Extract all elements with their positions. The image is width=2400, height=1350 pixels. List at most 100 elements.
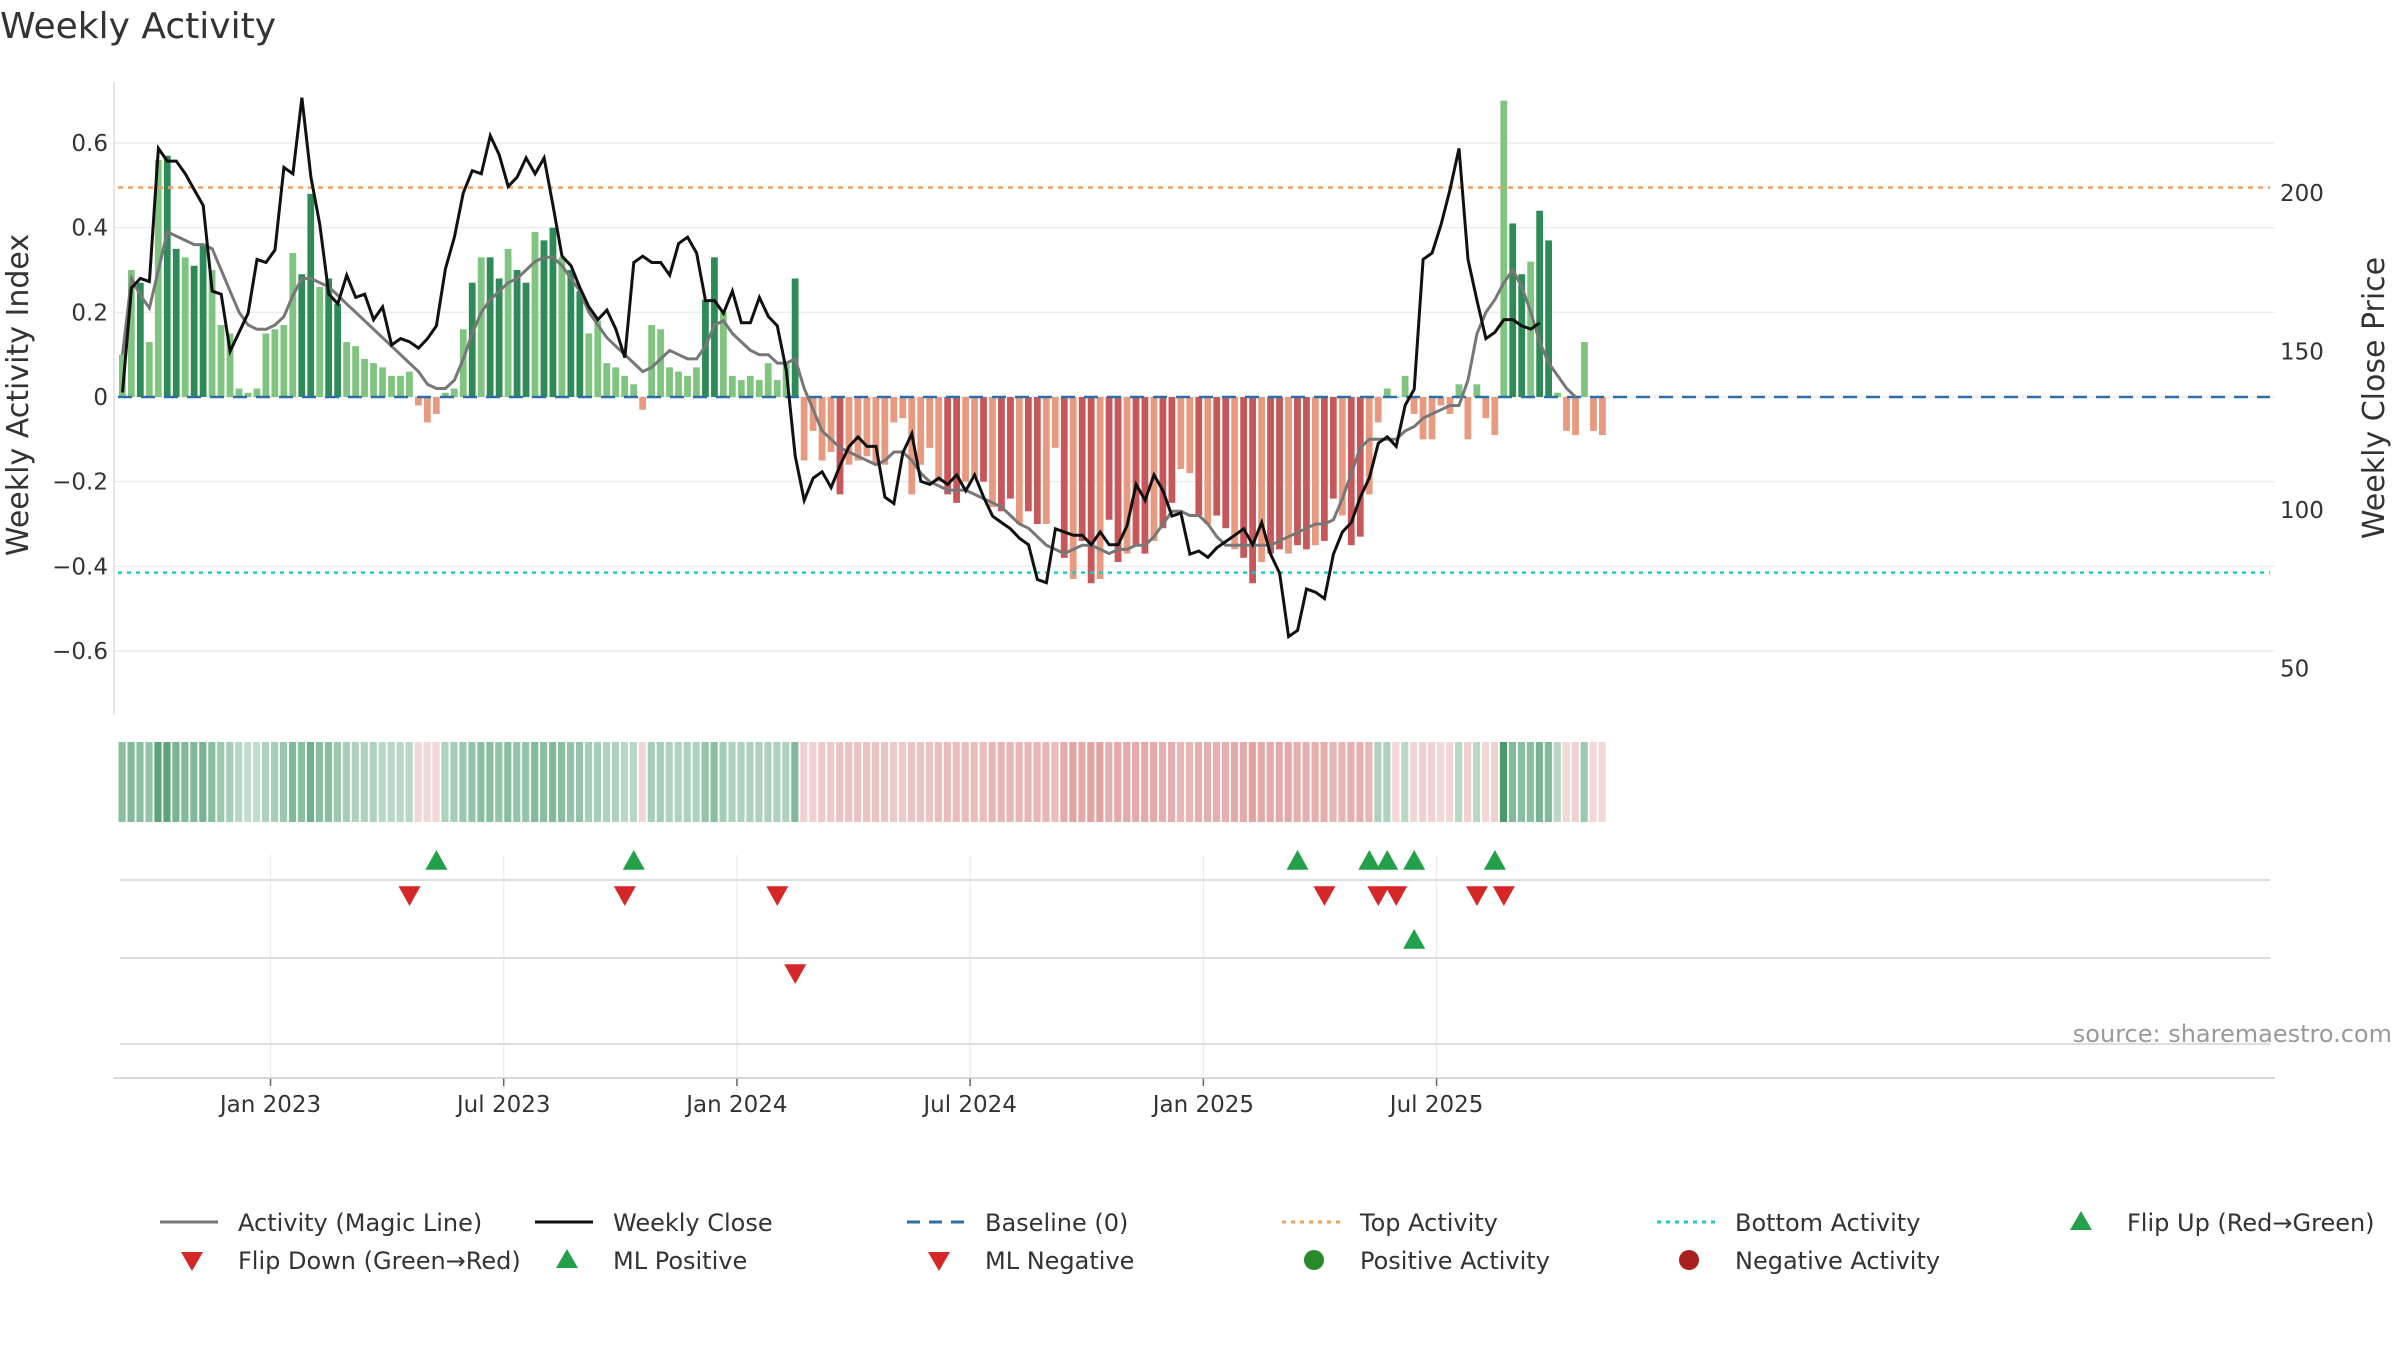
- x-tick-label: Jul 2023: [455, 1092, 551, 1118]
- heat-cell: [1374, 742, 1382, 822]
- activity-bar: [199, 244, 207, 397]
- activity-bar: [388, 375, 395, 397]
- legend-label: Flip Down (Green→Red): [238, 1247, 521, 1275]
- heat-cell: [504, 742, 512, 822]
- activity-bar: [549, 227, 557, 397]
- heat-cell: [1320, 742, 1328, 822]
- y2-axis-label: Weekly Close Price: [2357, 257, 2392, 539]
- activity-bar: [316, 286, 324, 397]
- heat-cell: [235, 742, 243, 822]
- activity-bar: [504, 248, 512, 397]
- activity-bar: [1078, 397, 1086, 541]
- heat-cell: [441, 742, 449, 822]
- activity-bar: [325, 278, 333, 397]
- activity-bar: [630, 384, 638, 397]
- heat-cell: [728, 742, 736, 822]
- activity-bar: [531, 231, 539, 397]
- heat-cell: [925, 742, 933, 822]
- event-markers: [398, 850, 1515, 984]
- activity-bar: [998, 397, 1005, 512]
- activity-bar: [764, 363, 772, 397]
- heat-cell: [1598, 742, 1606, 822]
- flip-down-marker: [398, 886, 421, 906]
- activity-bar: [1016, 397, 1023, 524]
- heat-cell: [1159, 742, 1167, 822]
- activity-bar: [459, 329, 467, 397]
- heat-cell: [916, 742, 924, 822]
- activity-bar: [280, 325, 288, 397]
- activity-bar: [666, 367, 673, 397]
- heat-cell: [1499, 742, 1508, 822]
- activity-bar: [1303, 397, 1310, 550]
- heat-cell: [791, 742, 799, 822]
- activity-bar: [1554, 392, 1561, 397]
- activity-bar: [397, 375, 404, 397]
- heat-cell: [145, 742, 153, 822]
- legend-label: Baseline (0): [985, 1209, 1128, 1237]
- activity-bar: [755, 380, 763, 397]
- activity-bar: [477, 257, 485, 397]
- heat-cell: [1141, 742, 1149, 822]
- activity-bar: [621, 375, 629, 397]
- heat-cell: [863, 742, 871, 822]
- activity-bar: [728, 375, 736, 397]
- activity-bar: [675, 371, 682, 397]
- heat-cell: [746, 742, 754, 822]
- heat-cell: [1185, 742, 1194, 822]
- heat-cell: [567, 742, 575, 822]
- activity-bar: [1545, 240, 1552, 397]
- activity-bar: [1186, 397, 1194, 474]
- heat-cell: [1293, 742, 1301, 822]
- legend-label: Activity (Magic Line): [238, 1209, 482, 1237]
- activity-bar: [1509, 223, 1517, 397]
- activity-bar: [1276, 397, 1283, 550]
- activity-bar: [639, 397, 647, 410]
- activity-bar: [558, 257, 566, 397]
- activity-bar: [262, 333, 270, 397]
- heat-cell: [800, 742, 808, 822]
- heat-cell: [360, 742, 368, 822]
- heat-cell: [163, 742, 171, 822]
- heat-cell: [611, 742, 620, 822]
- activity-bar: [1168, 397, 1176, 503]
- heat-cell: [1481, 742, 1490, 822]
- activity-bar: [908, 397, 916, 495]
- heat-cell: [1266, 742, 1274, 822]
- legend-swatch: [1304, 1250, 1324, 1270]
- activity-bar: [980, 397, 987, 482]
- activity-bar: [944, 397, 952, 495]
- activity-bar: [1177, 397, 1185, 469]
- activity-bar: [1204, 397, 1212, 524]
- heat-cell: [1347, 742, 1355, 822]
- activity-bar: [809, 397, 817, 431]
- heat-cell: [620, 742, 628, 822]
- activity-bar: [1150, 397, 1158, 541]
- weekly-close-line: [121, 97, 1541, 640]
- activity-bar: [1383, 388, 1391, 397]
- heat-cell: [423, 742, 431, 822]
- activity-bar: [1464, 397, 1472, 440]
- activity-bar: [450, 388, 458, 397]
- activity-bar: [791, 278, 799, 397]
- flip-down-marker: [1367, 886, 1390, 906]
- heat-cell: [1508, 742, 1517, 822]
- activity-bar: [737, 380, 745, 397]
- heat-cell: [558, 742, 566, 822]
- heat-cell: [513, 742, 521, 822]
- heat-cell: [405, 742, 413, 822]
- heat-cell: [199, 742, 207, 822]
- activity-bar: [1401, 375, 1409, 397]
- heat-cell: [432, 742, 440, 822]
- heat-cell: [997, 742, 1005, 822]
- activity-bar: [1410, 397, 1418, 414]
- heat-cell: [297, 742, 306, 822]
- activity-bar: [1338, 397, 1346, 516]
- heat-cell: [575, 742, 584, 822]
- legend-label: Negative Activity: [1735, 1247, 1940, 1275]
- heat-cell: [1553, 742, 1561, 822]
- heat-cell: [1455, 742, 1463, 822]
- heat-cell: [127, 742, 135, 822]
- heat-cell: [172, 742, 180, 822]
- activity-bar: [693, 367, 700, 397]
- heat-cell: [136, 742, 144, 822]
